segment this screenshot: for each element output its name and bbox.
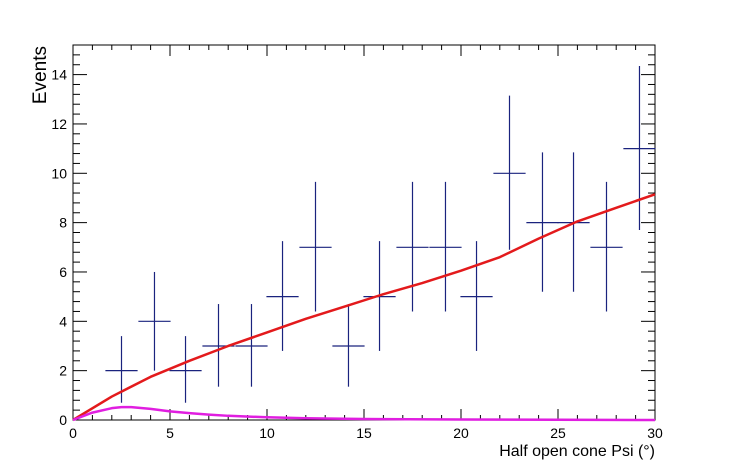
data-point (169, 336, 202, 403)
y-tick-label: 12 (51, 116, 67, 132)
data-point (623, 65, 656, 231)
series-layer (72, 65, 656, 422)
data-point (396, 181, 429, 312)
data-point (332, 304, 365, 387)
x-tick-label: 25 (550, 425, 566, 441)
plot-border (72, 44, 656, 421)
signal-curve (72, 405, 656, 422)
y-tick-label: 14 (51, 67, 67, 83)
y-tick-label: 10 (51, 165, 67, 181)
y-tick-label: 2 (59, 363, 67, 379)
x-tick-label: 30 (647, 425, 663, 441)
y-tick-label: 8 (59, 215, 67, 231)
y-axis-label: Events (30, 46, 51, 104)
data-point (493, 95, 526, 250)
x-tick-label: 20 (453, 425, 469, 441)
data-point (429, 181, 462, 312)
fit-curve (72, 193, 656, 422)
x-axis-label: Half open cone Psi (°) (499, 443, 655, 460)
data-point (235, 304, 268, 387)
x-tick-label: 5 (166, 425, 174, 441)
data-point (460, 241, 493, 351)
y-tick-label: 4 (59, 313, 67, 329)
y-axis-ticks: 0 2 4 6 8 10 12 14 (51, 44, 655, 428)
data-point (526, 152, 559, 292)
x-tick-label: 15 (356, 425, 372, 441)
x-axis-ticks: 0 5 10 15 20 25 30 (69, 45, 663, 441)
y-tick-label: 6 (59, 264, 67, 280)
plot-frame (72, 44, 656, 421)
y-tick-label: 0 (59, 412, 67, 428)
x-tick-label: 0 (69, 425, 77, 441)
data-point (299, 181, 332, 312)
x-tick-label: 10 (259, 425, 275, 441)
data-point (590, 181, 623, 312)
data-point (266, 241, 299, 351)
data-point (138, 271, 171, 371)
